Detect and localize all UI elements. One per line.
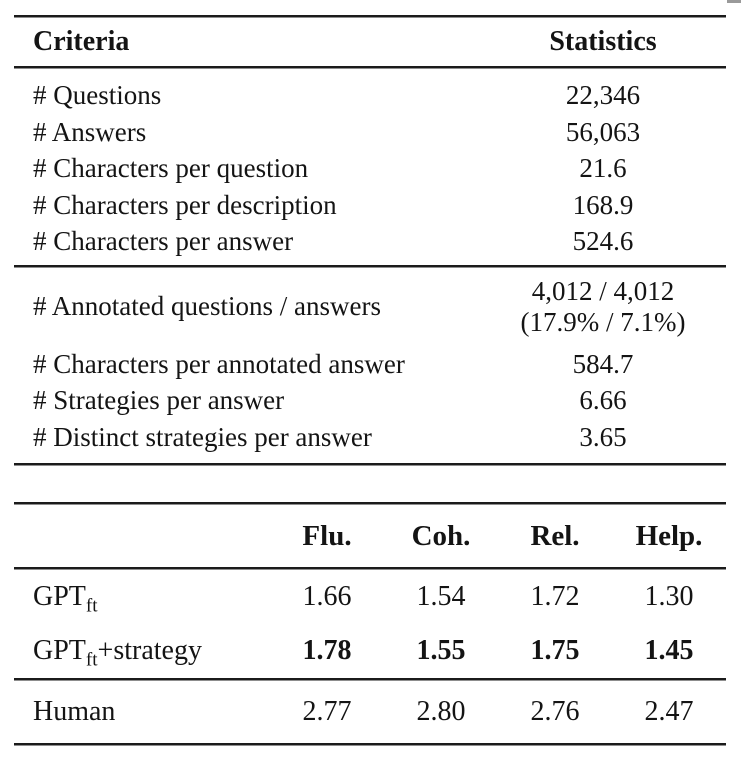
table1-top-rule (14, 15, 726, 18)
table-row: # Answers 56,063 (14, 114, 726, 151)
row-value: 6.66 (579, 385, 627, 415)
table1-group-overall: # Questions 22,346 # Answers 56,063 # Ch… (14, 69, 726, 265)
evaluation-scores-table: Flu. Coh. Rel. Help. GPTft 1.66 1.54 1.7… (14, 502, 726, 746)
table-row: # Characters per question 21.6 (14, 150, 726, 187)
table2-header-row: Flu. Coh. Rel. Help. (14, 505, 726, 567)
row-value: 4,012 / 4,012 (17.9% / 7.1%) (480, 276, 726, 338)
score-fluency: 2.77 (302, 696, 352, 727)
dataset-statistics-table: Criteria Statistics # Questions 22,346 #… (14, 15, 726, 466)
model-subscript: ft (85, 649, 98, 671)
table1-header-criteria: Criteria (33, 26, 130, 57)
table2-top-rule (14, 502, 726, 505)
row-label: # Questions (33, 80, 162, 110)
row-value: 21.6 (579, 153, 627, 183)
score-helpfulness: 1.45 (644, 635, 694, 666)
table-row-gpt-ft-strategy: GPTft+strategy 1.78 1.55 1.75 1.45 (14, 624, 726, 678)
model-suffix: +strategy (97, 635, 202, 666)
model-subscript: ft (85, 595, 98, 617)
row-label: # Characters per answer (33, 226, 294, 256)
score-relevance: 2.76 (530, 696, 580, 727)
table1-header-row: Criteria Statistics (14, 18, 726, 66)
table1-bottom-rule (14, 463, 726, 466)
row-value: 524.6 (572, 226, 634, 256)
row-label: GPTft (14, 581, 270, 616)
table2-header-coherence: Coh. (411, 519, 471, 552)
row-label: GPTft+strategy (14, 635, 270, 670)
annotated-value-line2: (17.9% / 7.1%) (520, 306, 686, 337)
table1-group-annotated: # Annotated questions / answers 4,012 / … (14, 268, 726, 464)
row-value: 584.7 (572, 348, 634, 379)
table2-mid-rule (14, 678, 726, 681)
table-row: # Characters per description 168.9 (14, 187, 726, 224)
row-label: # Characters per description (33, 189, 337, 220)
row-label: # Annotated questions / answers (33, 291, 381, 321)
score-coherence: 1.55 (416, 635, 466, 666)
table2-bottom-rule (14, 743, 726, 746)
row-value: 168.9 (572, 189, 634, 220)
table-row: # Characters per annotated answer 584.7 (14, 346, 726, 383)
table1-header-statistics: Statistics (549, 26, 657, 57)
table2-header-helpfulness: Help. (635, 519, 703, 552)
score-coherence: 1.54 (416, 581, 466, 612)
table-row: # Characters per answer 524.6 (14, 223, 726, 260)
table2-header-relevance: Rel. (530, 519, 580, 552)
row-value: 22,346 (565, 80, 641, 110)
table1-mid-rule (14, 264, 726, 268)
row-label: # Characters per annotated answer (33, 348, 405, 379)
model-name: Human (33, 696, 116, 727)
row-label: # Distinct strategies per answer (33, 421, 372, 452)
model-name: GPT (33, 635, 86, 666)
score-helpfulness: 2.47 (644, 696, 694, 727)
table-row: # Questions 22,346 (14, 77, 726, 114)
table-row-gpt-ft: GPTft 1.66 1.54 1.72 1.30 (14, 570, 726, 624)
model-name: GPT (33, 581, 86, 612)
score-fluency: 1.66 (302, 581, 352, 612)
score-fluency: 1.78 (302, 635, 352, 666)
score-relevance: 1.75 (530, 635, 580, 666)
row-value: 56,063 (565, 116, 641, 147)
score-coherence: 2.80 (416, 696, 466, 727)
table1-header-rule (14, 66, 726, 69)
score-relevance: 1.72 (530, 581, 580, 612)
row-label: # Answers (33, 116, 147, 147)
score-helpfulness: 1.30 (644, 581, 694, 612)
row-value: 3.65 (579, 421, 627, 452)
table-row: # Strategies per answer 6.66 (14, 382, 726, 419)
row-label: # Strategies per answer (33, 385, 285, 415)
annotated-value-line1: 4,012 / 4,012 (531, 275, 675, 306)
row-label: # Characters per question (33, 153, 309, 183)
scan-artifact (727, 0, 741, 3)
table2-header-rule (14, 567, 726, 570)
table-row-human: Human 2.77 2.80 2.76 2.47 (14, 681, 726, 743)
table2-header-fluency: Flu. (302, 519, 352, 552)
table-row-annotated: # Annotated questions / answers 4,012 / … (14, 268, 726, 346)
table-row: # Distinct strategies per answer 3.65 (14, 419, 726, 456)
row-label: Human (14, 696, 270, 728)
